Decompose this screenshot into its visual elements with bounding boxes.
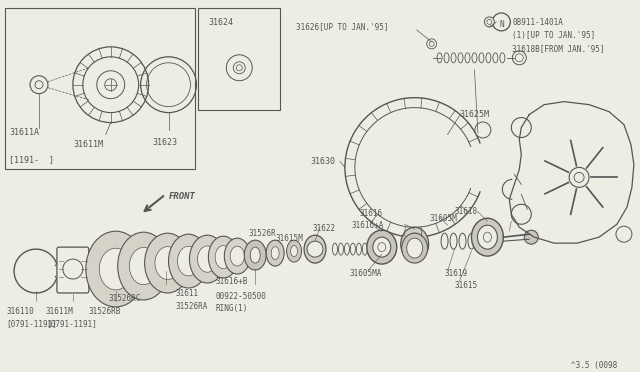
Ellipse shape [477, 225, 497, 249]
Text: 31615M: 31615M [275, 234, 303, 243]
Ellipse shape [209, 236, 238, 278]
Ellipse shape [291, 246, 298, 257]
Text: 31611M: 31611M [46, 307, 74, 316]
Text: ^3.5 (0098: ^3.5 (0098 [571, 361, 618, 370]
Ellipse shape [168, 234, 209, 288]
Ellipse shape [189, 235, 225, 283]
Ellipse shape [86, 231, 146, 307]
Text: 31526R: 31526R [248, 229, 276, 238]
Circle shape [511, 204, 531, 224]
Text: [0791-1191]: [0791-1191] [6, 319, 57, 328]
Circle shape [484, 17, 494, 27]
Ellipse shape [401, 227, 429, 261]
Ellipse shape [118, 232, 170, 300]
Circle shape [511, 118, 531, 138]
Circle shape [427, 39, 436, 49]
Text: (1)[UP TO JAN.'95]: (1)[UP TO JAN.'95] [513, 31, 596, 40]
Text: 31616+A: 31616+A [352, 221, 384, 230]
Text: N: N [499, 20, 504, 29]
Ellipse shape [406, 238, 422, 258]
Text: 31622: 31622 [312, 224, 335, 233]
Text: [0791-1191]: [0791-1191] [46, 319, 97, 328]
Ellipse shape [266, 240, 284, 266]
Ellipse shape [155, 247, 180, 279]
Text: 31616: 31616 [360, 209, 383, 218]
Text: 31624: 31624 [209, 18, 234, 27]
Text: 00922-50500: 00922-50500 [216, 292, 266, 301]
Ellipse shape [271, 247, 279, 260]
Circle shape [307, 241, 323, 257]
Ellipse shape [177, 246, 200, 276]
Text: 31618B[FROM JAN.'95]: 31618B[FROM JAN.'95] [513, 44, 605, 53]
Text: 31605M: 31605M [429, 214, 458, 223]
Text: 31526RA: 31526RA [175, 302, 208, 311]
Ellipse shape [513, 51, 526, 65]
Text: 31623: 31623 [152, 138, 177, 147]
Ellipse shape [129, 247, 158, 285]
Text: RING(1): RING(1) [216, 304, 248, 313]
Text: 31611: 31611 [175, 289, 198, 298]
Ellipse shape [250, 247, 260, 263]
Ellipse shape [230, 246, 244, 266]
Text: 31605MA: 31605MA [350, 269, 382, 278]
Text: 31630: 31630 [310, 157, 335, 166]
Circle shape [475, 122, 491, 138]
Text: 31526RB: 31526RB [89, 307, 121, 316]
Ellipse shape [373, 237, 391, 257]
Text: 316110: 316110 [6, 307, 34, 316]
Text: 31619: 31619 [445, 269, 468, 278]
Circle shape [234, 62, 245, 74]
Text: FRONT: FRONT [168, 192, 195, 201]
Circle shape [63, 259, 83, 279]
Circle shape [569, 167, 589, 187]
Text: 31616+B: 31616+B [216, 277, 248, 286]
Ellipse shape [215, 246, 232, 269]
Circle shape [616, 226, 632, 242]
Ellipse shape [145, 233, 191, 293]
Ellipse shape [472, 218, 503, 256]
Circle shape [524, 230, 538, 244]
Ellipse shape [304, 235, 326, 263]
Ellipse shape [198, 246, 217, 272]
Text: 31526RC: 31526RC [109, 294, 141, 303]
Text: 31611M: 31611M [74, 140, 104, 148]
Ellipse shape [406, 233, 424, 255]
Text: 31615: 31615 [454, 281, 477, 290]
Text: 31618: 31618 [454, 207, 477, 216]
Text: 31625M: 31625M [460, 110, 490, 119]
FancyBboxPatch shape [57, 247, 89, 293]
Ellipse shape [402, 233, 428, 263]
Text: 08911-1401A: 08911-1401A [513, 18, 563, 27]
Ellipse shape [244, 240, 266, 270]
Ellipse shape [225, 238, 250, 274]
Ellipse shape [367, 230, 397, 264]
Text: [1191-  ]: [1191- ] [9, 155, 54, 164]
Text: 31626[UP TO JAN.'95]: 31626[UP TO JAN.'95] [296, 22, 388, 31]
Ellipse shape [99, 248, 132, 290]
Bar [198, 8, 280, 110]
Bar [5, 8, 195, 169]
Ellipse shape [287, 240, 301, 262]
Text: 31611A: 31611A [9, 128, 39, 137]
